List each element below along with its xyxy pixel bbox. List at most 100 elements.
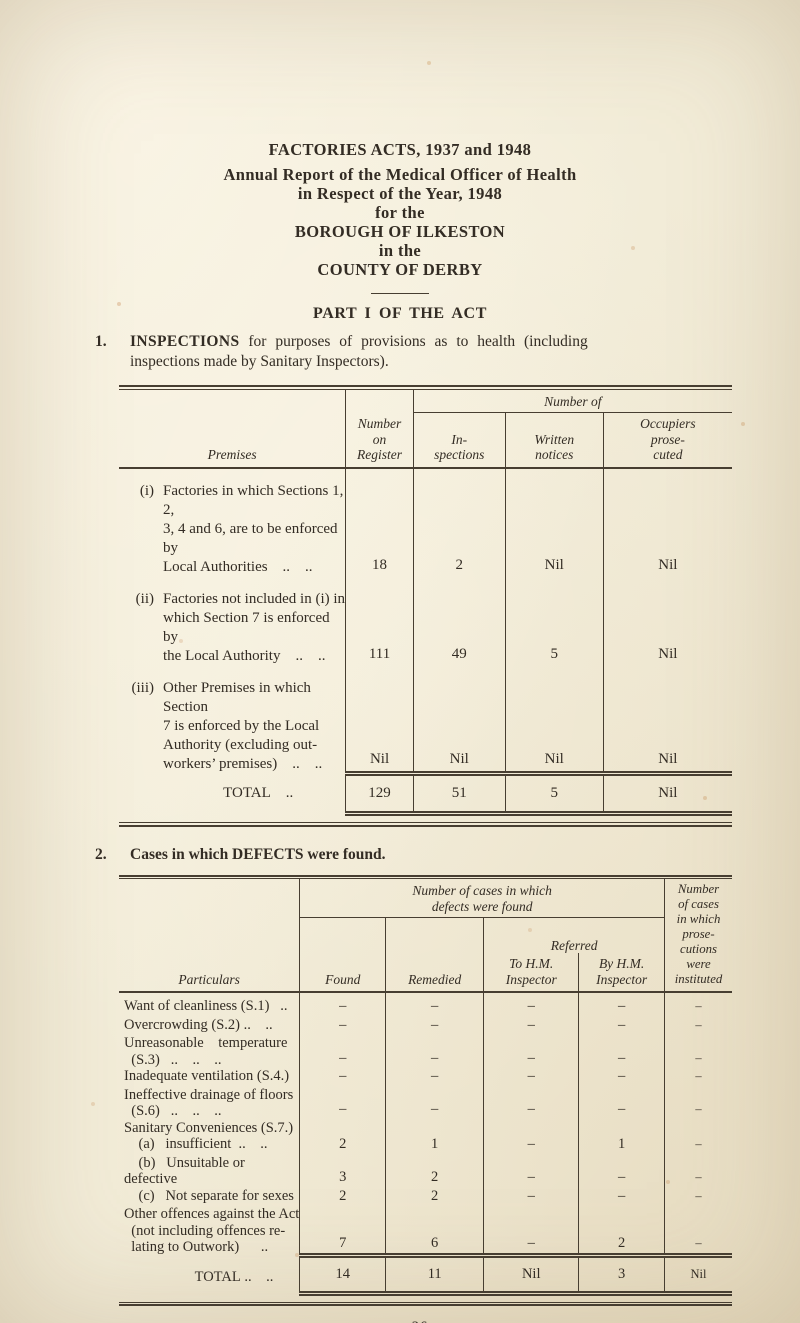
defects-heading: 2. Cases in which DEFECTS were found.: [95, 845, 717, 865]
row-label: Factories not included in (i) in which S…: [163, 590, 346, 664]
value-cell: Nil: [602, 665, 732, 774]
total-label: TOTAL ..: [223, 785, 294, 801]
row-label: Other Premises in which Section 7 is enf…: [163, 679, 323, 772]
value-cell: 111: [345, 576, 414, 666]
title-line-county: COUNTY OF DERBY: [317, 260, 483, 279]
section-1-text: INSPECTIONS for purposes of provisions a…: [130, 333, 588, 370]
value-cell: –: [385, 1035, 484, 1068]
value-cell: 3: [578, 1253, 665, 1296]
particulars-cell: Inadequate ventilation (S.4.): [124, 1068, 290, 1084]
value-cell: 2: [385, 1187, 484, 1206]
value-cell: Nil: [602, 771, 732, 816]
value-cell: –: [483, 1187, 579, 1206]
value-cell: –: [664, 1086, 732, 1120]
col-group-referred: Referred: [483, 917, 665, 953]
table-row: (iii) Other Premises in which Section 7 i…: [119, 665, 732, 774]
premises-cell: (ii) Factories not included in (i) in whi…: [119, 577, 346, 666]
value-cell: 3: [299, 1154, 386, 1188]
title-line-year: in Respect of the Year, 1948: [297, 184, 503, 203]
value-cell: –: [483, 1154, 579, 1188]
particulars-cell: Overcrowding (S.2) .. ..: [124, 1016, 273, 1033]
row-number: (i): [139, 482, 154, 499]
value-cell: Nil: [602, 576, 732, 666]
particulars-cell: (b) Unsuitable or defective: [124, 1154, 245, 1188]
table-row: (b) Unsuitable or defective 3 2 – – –: [119, 1154, 732, 1188]
particulars-cell: Ineffective drainage of floors (S.6) .. …: [124, 1086, 294, 1120]
value-cell: –: [578, 1035, 665, 1068]
page-number: 26: [120, 1319, 720, 1323]
value-cell: 5: [504, 771, 604, 816]
value-cell: –: [578, 1068, 665, 1087]
value-cell: 11: [385, 1253, 484, 1296]
value-cell: –: [299, 1068, 386, 1087]
value-cell: –: [483, 1016, 579, 1035]
value-cell: 2: [299, 1187, 386, 1206]
value-cell: 1: [578, 1136, 665, 1155]
value-cell: [664, 1119, 732, 1136]
section-1-lead: INSPECTIONS: [130, 333, 240, 350]
value-cell: –: [664, 1035, 732, 1068]
table-row: Other offences against the Act (not incl…: [119, 1206, 732, 1256]
inspections-table: Premises Number on Register Number of In…: [119, 385, 732, 827]
divider-rule: [371, 293, 429, 294]
value-cell: –: [578, 992, 665, 1017]
table-row: (c) Not separate for sexes 2 2 – – –: [119, 1187, 732, 1206]
col-header-by-hm-inspector: By H.M. Inspector: [578, 953, 665, 993]
particulars-cell: Other offences against the Act (not incl…: [124, 1206, 300, 1255]
particulars-cell: (c) Not separate for sexes: [124, 1187, 294, 1204]
value-cell: [299, 1119, 386, 1136]
value-cell: –: [483, 1068, 579, 1087]
value-cell: –: [483, 1035, 579, 1068]
value-cell: –: [299, 1035, 386, 1068]
value-cell: Nil: [504, 665, 604, 774]
value-cell: 14: [299, 1253, 386, 1296]
value-cell: –: [385, 1086, 484, 1120]
value-cell: [578, 1119, 665, 1136]
value-cell: 1: [385, 1136, 484, 1155]
title-line-for-the: for the: [375, 203, 425, 222]
total-row: TOTAL .. 129 51 5 Nil: [119, 771, 732, 816]
particulars-cell: (a) insufficient .. ..: [124, 1136, 268, 1152]
value-cell: –: [578, 1086, 665, 1120]
value-cell: 2: [578, 1206, 665, 1256]
section-1-paragraph: 1. INSPECTIONS for purposes of provision…: [95, 332, 717, 372]
value-cell: 2: [385, 1154, 484, 1188]
particulars-cell: Sanitary Conveniences (S.7.): [124, 1119, 294, 1136]
value-cell: 51: [412, 771, 506, 816]
premises-cell: (iii) Other Premises in which Section 7 i…: [119, 666, 346, 774]
value-cell: 2: [412, 467, 506, 577]
value-cell: 18: [345, 467, 414, 577]
premises-cell: (i) Factories in which Sections 1, 2, 3, …: [119, 468, 346, 577]
value-cell: –: [664, 1016, 732, 1035]
col-header-occupiers-prosecuted: Occupiers prose- cuted: [602, 412, 732, 469]
table-row: (i) Factories in which Sections 1, 2, 3, …: [119, 467, 732, 577]
col-header-inspections: In- spections: [412, 412, 506, 469]
value-cell: 129: [345, 771, 414, 816]
table-row: (ii) Factories not included in (i) in whi…: [119, 576, 732, 666]
table-row: (a) insufficient .. .. 2 1 – 1 –: [119, 1136, 732, 1155]
total-label: TOTAL .. ..: [194, 1268, 274, 1285]
value-cell: –: [664, 1206, 732, 1256]
col-group-number-of: Number of: [412, 389, 732, 413]
col-header-remedied: Remedied: [385, 917, 484, 993]
value-cell: 7: [299, 1206, 386, 1256]
value-cell: Nil: [412, 665, 506, 774]
col-header-found: Found: [299, 917, 386, 993]
row-number: (iii): [131, 679, 155, 696]
title-line-borough: BOROUGH OF ILKESTON: [294, 222, 506, 241]
value-cell: [385, 1119, 484, 1136]
col-header-to-hm-inspector: To H.M. Inspector: [483, 953, 579, 993]
value-cell: 2: [299, 1136, 386, 1155]
value-cell: –: [385, 1016, 484, 1035]
value-cell: –: [664, 1136, 732, 1155]
value-cell: 49: [412, 576, 506, 666]
value-cell: –: [385, 1068, 484, 1087]
value-cell: –: [483, 1136, 579, 1155]
value-cell: –: [299, 992, 386, 1017]
col-header-premises: Premises: [119, 389, 346, 469]
value-cell: –: [664, 1187, 732, 1206]
value-cell: –: [578, 1187, 665, 1206]
value-cell: –: [578, 1154, 665, 1188]
value-cell: 5: [504, 576, 604, 666]
